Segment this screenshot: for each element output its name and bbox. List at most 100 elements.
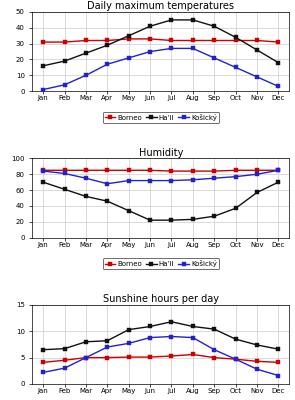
Title: Sunshine hours per day: Sunshine hours per day — [103, 294, 219, 304]
Košický — [84, 355, 88, 360]
Ha’il — [277, 180, 280, 184]
Line: Košický: Košický — [41, 335, 280, 377]
Borneo — [255, 168, 259, 173]
Legend: Borneo, Ha’il, Košický: Borneo, Ha’il, Košický — [103, 258, 219, 270]
Košický — [255, 367, 259, 372]
Borneo — [277, 360, 280, 365]
Line: Borneo: Borneo — [41, 168, 280, 173]
Ha’il — [191, 217, 195, 222]
Košický — [277, 373, 280, 378]
Borneo — [84, 168, 88, 173]
Košický — [106, 345, 109, 350]
Borneo — [127, 168, 130, 173]
Košický — [84, 73, 88, 78]
Title: Daily maximum temperatures: Daily maximum temperatures — [87, 1, 234, 11]
Ha’il — [63, 187, 66, 192]
Košický — [255, 74, 259, 79]
Košický — [127, 56, 130, 60]
Ha’il — [41, 347, 45, 352]
Borneo — [127, 36, 130, 41]
Borneo — [41, 40, 45, 44]
Košický — [212, 176, 216, 181]
Ha’il — [127, 33, 130, 38]
Košický — [41, 169, 45, 174]
Borneo — [170, 169, 173, 174]
Ha’il — [41, 64, 45, 68]
Ha’il — [212, 214, 216, 219]
Borneo — [170, 38, 173, 43]
Košický — [255, 172, 259, 177]
Košický — [63, 171, 66, 176]
Borneo — [170, 354, 173, 358]
Ha’il — [106, 338, 109, 343]
Borneo — [148, 36, 152, 41]
Ha’il — [84, 51, 88, 56]
Ha’il — [170, 18, 173, 22]
Košický — [191, 335, 195, 340]
Košický — [148, 49, 152, 54]
Košický — [41, 87, 45, 92]
Borneo — [212, 169, 216, 174]
Borneo — [41, 360, 45, 365]
Borneo — [191, 352, 195, 357]
Borneo — [106, 38, 109, 43]
Borneo — [234, 38, 237, 43]
Ha’il — [84, 339, 88, 344]
Ha’il — [277, 60, 280, 65]
Title: Humidity: Humidity — [139, 148, 183, 158]
Line: Ha’il: Ha’il — [41, 180, 280, 222]
Borneo — [255, 359, 259, 364]
Borneo — [84, 355, 88, 360]
Borneo — [212, 355, 216, 360]
Košický — [84, 176, 88, 181]
Borneo — [63, 168, 66, 173]
Košický — [170, 178, 173, 183]
Košický — [191, 46, 195, 51]
Borneo — [84, 38, 88, 43]
Borneo — [234, 357, 237, 362]
Line: Košický: Košický — [41, 47, 280, 91]
Borneo — [191, 38, 195, 43]
Ha’il — [127, 327, 130, 332]
Line: Borneo: Borneo — [41, 353, 280, 364]
Košický — [234, 357, 237, 362]
Košický — [191, 177, 195, 182]
Ha’il — [106, 199, 109, 204]
Ha’il — [212, 24, 216, 29]
Košický — [234, 174, 237, 179]
Ha’il — [212, 327, 216, 332]
Ha’il — [255, 190, 259, 195]
Borneo — [63, 40, 66, 44]
Borneo — [63, 358, 66, 363]
Ha’il — [63, 59, 66, 64]
Borneo — [212, 38, 216, 43]
Borneo — [106, 168, 109, 173]
Košický — [277, 84, 280, 89]
Košický — [212, 56, 216, 60]
Košický — [63, 366, 66, 370]
Košický — [148, 178, 152, 183]
Ha’il — [106, 43, 109, 48]
Borneo — [277, 40, 280, 44]
Ha’il — [234, 206, 237, 211]
Borneo — [148, 355, 152, 360]
Line: Ha’il: Ha’il — [41, 18, 280, 68]
Ha’il — [84, 194, 88, 199]
Borneo — [106, 355, 109, 360]
Košický — [127, 178, 130, 183]
Košický — [106, 181, 109, 186]
Košický — [234, 65, 237, 70]
Borneo — [148, 168, 152, 173]
Ha’il — [234, 337, 237, 342]
Line: Košický: Košický — [41, 168, 280, 186]
Ha’il — [63, 346, 66, 351]
Ha’il — [148, 24, 152, 29]
Košický — [212, 347, 216, 352]
Ha’il — [170, 319, 173, 324]
Ha’il — [148, 324, 152, 329]
Ha’il — [277, 347, 280, 352]
Košický — [170, 334, 173, 339]
Borneo — [127, 355, 130, 360]
Ha’il — [148, 218, 152, 222]
Košický — [277, 168, 280, 173]
